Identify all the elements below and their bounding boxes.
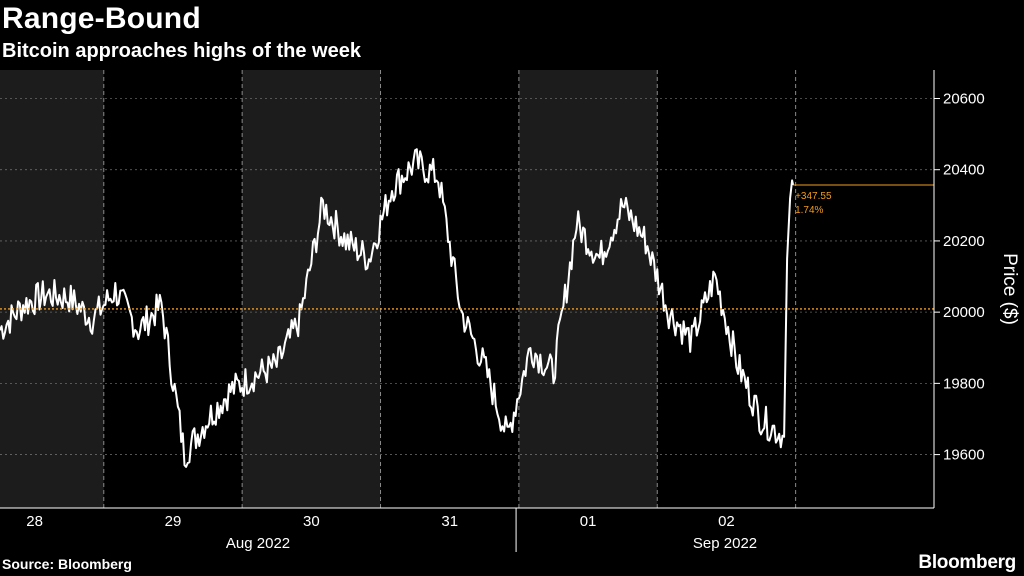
y-tick-label-3: 20200: [943, 233, 985, 250]
y-tick-label-0: 19600: [943, 447, 985, 464]
y-tick-label-4: 20400: [943, 162, 985, 179]
x-tick-label-1: 29: [165, 513, 182, 530]
x-tick-label-4: 01: [580, 513, 597, 530]
tick-labels: 19600 19800 20000 20200 20400 20600 Price ($) 2…: [26, 90, 1020, 552]
source-note: Source: Bloomberg: [2, 556, 132, 572]
day-shading: [0, 70, 658, 508]
reference-lines: +347.55 1.74%: [0, 184, 934, 310]
change-annotation-0: +347.55: [795, 191, 832, 202]
y-axis-label: Price ($): [999, 253, 1020, 325]
change-annotation-1: 1.74%: [795, 205, 823, 216]
day-shade-band-2: [518, 70, 658, 508]
bitcoin-price-line: [0, 148, 795, 468]
chart-subtitle: Bitcoin approaches highs of the week: [2, 40, 361, 62]
x-tick-label-0: 28: [26, 513, 43, 530]
y-tick-label-5: 20600: [943, 90, 985, 107]
month-label-1: Sep 2022: [693, 535, 757, 552]
y-tick-label-1: 19800: [943, 375, 985, 392]
price-series: [0, 148, 795, 468]
x-tick-label-5: 02: [718, 513, 735, 530]
axes: [0, 70, 940, 552]
x-tick-label-3: 31: [441, 513, 458, 530]
day-shade-band-0: [0, 70, 104, 508]
month-label-0: Aug 2022: [226, 535, 290, 552]
day-shade-band-1: [242, 70, 381, 508]
gridlines: [0, 70, 934, 508]
chart-title: Range-Bound: [2, 2, 201, 35]
y-tick-label-2: 20000: [943, 304, 985, 321]
bloomberg-logo: Bloomberg: [918, 552, 1016, 573]
price-chart: +347.55 1.74% 19600 19800 20000 20200 20400 20…: [0, 70, 1020, 552]
x-tick-label-2: 30: [303, 513, 320, 530]
